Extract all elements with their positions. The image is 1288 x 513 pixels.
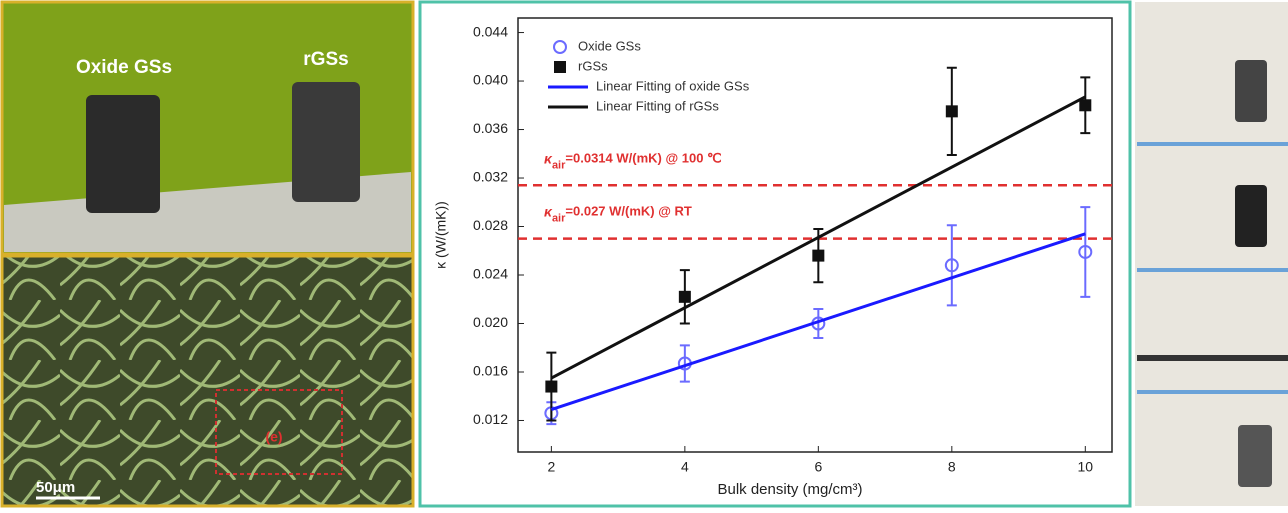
y-tick-label: 0.028 [473,217,508,233]
legend-label: Oxide GSs [578,38,641,53]
reference-text: =0.0314 W/(mK) @ 100 ℃ [565,151,721,166]
y-tick-label: 0.016 [473,363,508,379]
sem-image [2,256,413,506]
y-tick-label: 0.044 [473,23,508,39]
x-axis-label: Bulk density (mg/cm³) [717,481,862,498]
reference-subscript: air [552,159,566,171]
y-tick-label: 0.040 [473,72,508,88]
photo-label: Oxide GSs [76,57,172,78]
photo-divider [1137,390,1288,394]
photo-sample [86,95,160,213]
x-tick-label: 8 [948,459,956,475]
scale-bar-label: 50μm [36,479,75,496]
y-tick-label: 0.032 [473,169,508,185]
reference-subscript: air [552,213,566,225]
photo-sample [1235,60,1267,122]
photo-sample [1235,185,1267,247]
legend-label: rGSs [578,58,608,73]
y-tick-label: 0.012 [473,411,508,427]
photo-divider [1137,268,1288,272]
figure: Oxide GSs rGSs (e) 50μm Bulk density (mg… [0,0,1288,508]
data-point [946,105,958,117]
region-label: (e) [265,429,282,445]
data-point [679,291,691,303]
photo-sample [1137,355,1288,361]
y-tick-label: 0.036 [473,120,508,136]
data-point [545,381,557,393]
legend-marker [554,61,566,73]
x-tick-label: 2 [547,459,555,475]
photo-sample [1238,425,1272,487]
x-tick-label: 6 [814,459,822,475]
x-tick-label: 4 [681,459,689,475]
x-tick-label: 10 [1078,459,1094,475]
legend-label: Linear Fitting of oxide GSs [596,78,750,93]
data-point [812,250,824,262]
reference-text: =0.027 W/(mK) @ RT [565,204,692,219]
y-tick-label: 0.020 [473,314,508,330]
y-axis-label: κ (W/(mK)) [433,201,449,269]
photo-label: rGSs [303,49,348,70]
legend-label: Linear Fitting of rGSs [596,98,719,113]
photo-sample [292,82,360,202]
y-tick-label: 0.024 [473,266,508,282]
photo-divider [1137,142,1288,146]
data-point [1079,99,1091,111]
